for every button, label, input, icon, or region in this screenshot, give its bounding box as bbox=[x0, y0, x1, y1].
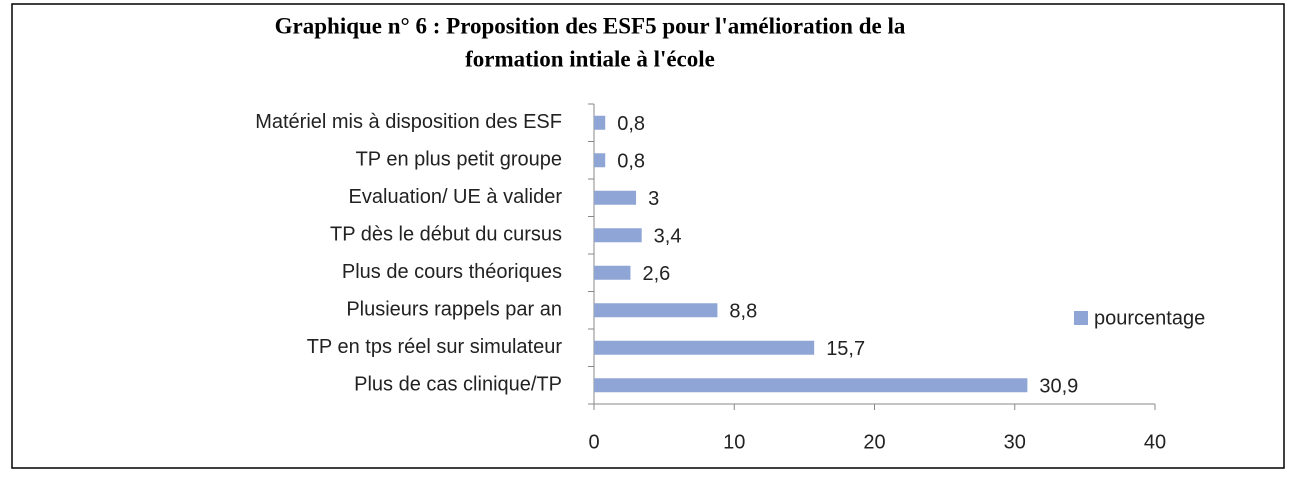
value-label: 8,8 bbox=[729, 301, 757, 323]
y-tick-label: TP en tps réel sur simulateur bbox=[307, 336, 563, 358]
y-tick-label: Plus de cas clinique/TP bbox=[354, 374, 562, 396]
value-label: 3 bbox=[648, 188, 659, 210]
frame bbox=[11, 3, 1285, 469]
y-tick-label: Evaluation/ UE à valider bbox=[349, 186, 563, 208]
x-tick-label: 10 bbox=[723, 431, 745, 453]
bar bbox=[594, 153, 606, 168]
y-tick-label: Matériel mis à disposition des ESF bbox=[255, 111, 562, 133]
bar bbox=[594, 190, 637, 205]
y-tick-label: TP dès le début du cursus bbox=[330, 224, 562, 246]
y-tick-label: Plus de cours théoriques bbox=[342, 261, 562, 283]
value-label: 30,9 bbox=[1039, 376, 1078, 398]
value-label: 15,7 bbox=[826, 338, 865, 360]
y-tick-label: Plusieurs rappels par an bbox=[346, 299, 562, 321]
value-label: 2,6 bbox=[642, 263, 670, 285]
bar bbox=[594, 115, 606, 130]
x-tick-label: 20 bbox=[863, 431, 885, 453]
legend-label: pourcentage bbox=[1094, 307, 1205, 329]
x-tick-label: 40 bbox=[1144, 431, 1166, 453]
bar bbox=[594, 303, 718, 318]
bar bbox=[594, 265, 631, 280]
x-tick-label: 0 bbox=[588, 431, 599, 453]
bar bbox=[594, 228, 642, 243]
bar bbox=[594, 378, 1028, 393]
value-label: 0,8 bbox=[617, 151, 645, 173]
chart-title: formation intiale à l'école bbox=[465, 46, 715, 71]
bar bbox=[594, 340, 815, 355]
value-label: 0,8 bbox=[617, 113, 645, 135]
legend-swatch bbox=[1074, 311, 1088, 325]
x-tick-label: 30 bbox=[1004, 431, 1026, 453]
value-label: 3,4 bbox=[654, 226, 682, 248]
chart-title: Graphique n° 6 : Proposition des ESF5 po… bbox=[275, 13, 906, 38]
y-tick-label: TP en plus petit groupe bbox=[356, 149, 562, 171]
